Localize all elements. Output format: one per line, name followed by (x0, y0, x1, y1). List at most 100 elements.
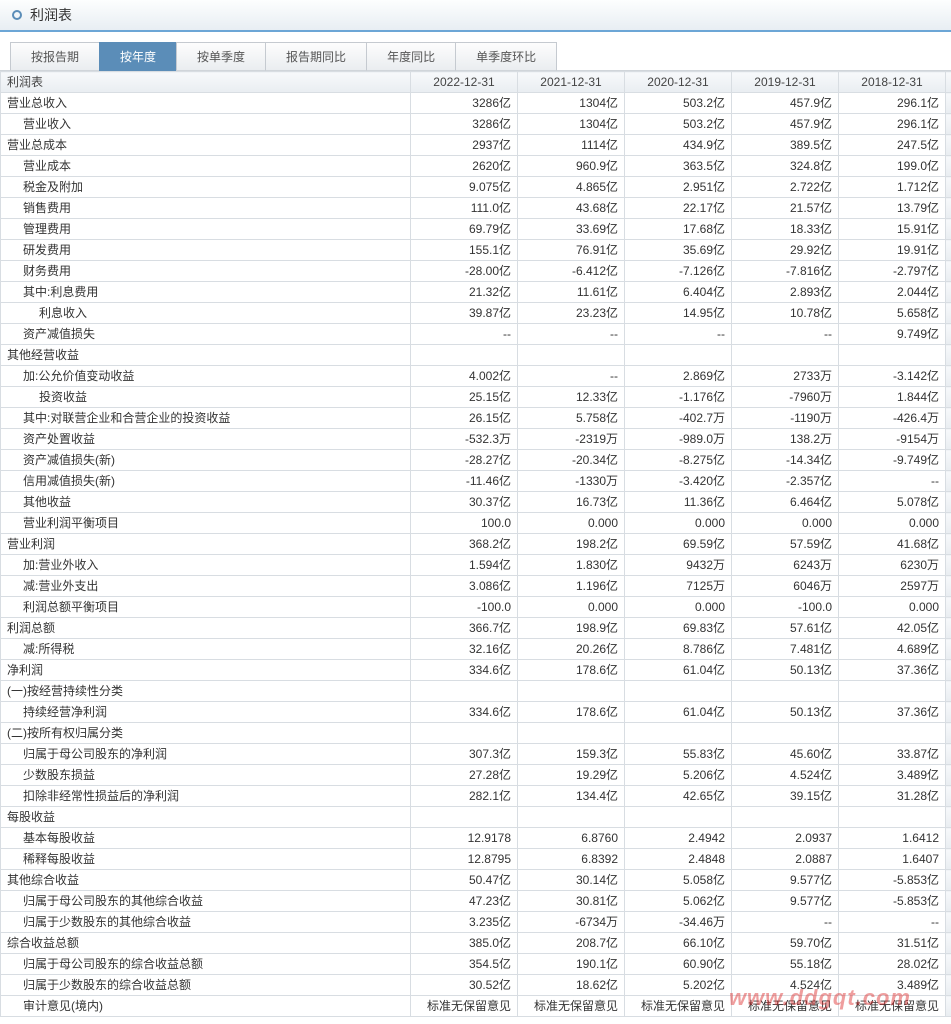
cell: 69.59亿 (625, 534, 732, 555)
cell: 35.69亿 (625, 240, 732, 261)
cell: 30.52亿 (411, 975, 518, 996)
pad-cell (946, 93, 951, 114)
row-label: 综合收益总额 (1, 933, 411, 954)
cell: 6046万 (732, 576, 839, 597)
row-label: 营业收入 (1, 114, 411, 135)
row-label: 加:营业外收入 (1, 555, 411, 576)
date-col: 2022-12-31 (411, 72, 518, 93)
panel-header: 利润表 (0, 0, 951, 32)
cell: 1.6412 (839, 828, 946, 849)
table-row: 归属于母公司股东的净利润307.3亿159.3亿55.83亿45.60亿33.8… (1, 744, 951, 765)
cell: 14.95亿 (625, 303, 732, 324)
cell: 134.4亿 (518, 786, 625, 807)
cell: -2319万 (518, 429, 625, 450)
cell: 13.79亿 (839, 198, 946, 219)
pad-cell (946, 639, 951, 660)
table-row: 资产处置收益-532.3万-2319万-989.0万138.2万-9154万 (1, 429, 951, 450)
tab-2[interactable]: 按单季度 (176, 42, 266, 71)
tab-0[interactable]: 按报告期 (10, 42, 100, 71)
cell: 100.0 (411, 513, 518, 534)
row-header-col: 利润表 (1, 72, 411, 93)
table-row: 归属于母公司股东的其他综合收益47.23亿30.81亿5.062亿9.577亿-… (1, 891, 951, 912)
cell: 6.8760 (518, 828, 625, 849)
pad-cell (946, 492, 951, 513)
scroll-right-icon[interactable]: » (946, 72, 951, 93)
cell: 16.73亿 (518, 492, 625, 513)
cell: 111.0亿 (411, 198, 518, 219)
cell: 21.32亿 (411, 282, 518, 303)
row-label: 稀释每股收益 (1, 849, 411, 870)
cell: 33.69亿 (518, 219, 625, 240)
cell (625, 681, 732, 702)
table-row: 净利润334.6亿178.6亿61.04亿50.13亿37.36亿 (1, 660, 951, 681)
pad-cell (946, 345, 951, 366)
table-row: 扣除非经常性损益后的净利润282.1亿134.4亿42.65亿39.15亿31.… (1, 786, 951, 807)
tab-5[interactable]: 单季度环比 (455, 42, 557, 71)
cell: 11.36亿 (625, 492, 732, 513)
table-row: 减:营业外支出3.086亿1.196亿7125万6046万2597万 (1, 576, 951, 597)
cell: 4.002亿 (411, 366, 518, 387)
table-row: 其他综合收益50.47亿30.14亿5.058亿9.577亿-5.853亿 (1, 870, 951, 891)
tab-3[interactable]: 报告期同比 (265, 42, 367, 71)
table-row: 其他收益30.37亿16.73亿11.36亿6.464亿5.078亿 (1, 492, 951, 513)
pad-cell (946, 408, 951, 429)
cell: 4.524亿 (732, 975, 839, 996)
cell: 2.4942 (625, 828, 732, 849)
pad-cell (946, 744, 951, 765)
table-row: 管理费用69.79亿33.69亿17.68亿18.33亿15.91亿 (1, 219, 951, 240)
cell: 1.594亿 (411, 555, 518, 576)
cell: 5.758亿 (518, 408, 625, 429)
pad-cell (946, 870, 951, 891)
cell: 5.206亿 (625, 765, 732, 786)
row-label: 基本每股收益 (1, 828, 411, 849)
cell: 1.196亿 (518, 576, 625, 597)
row-label: 税金及附加 (1, 177, 411, 198)
row-label: 审计意见(境内) (1, 996, 411, 1017)
row-label: 归属于母公司股东的综合收益总额 (1, 954, 411, 975)
cell: 55.83亿 (625, 744, 732, 765)
pad-cell (946, 471, 951, 492)
table-row: 研发费用155.1亿76.91亿35.69亿29.92亿19.91亿 (1, 240, 951, 261)
row-label: 扣除非经常性损益后的净利润 (1, 786, 411, 807)
cell: 389.5亿 (732, 135, 839, 156)
tab-4[interactable]: 年度同比 (366, 42, 456, 71)
cell: 6243万 (732, 555, 839, 576)
cell: 20.26亿 (518, 639, 625, 660)
cell: 28.02亿 (839, 954, 946, 975)
cell: 960.9亿 (518, 156, 625, 177)
cell: 282.1亿 (411, 786, 518, 807)
pad-cell (946, 534, 951, 555)
cell: 354.5亿 (411, 954, 518, 975)
pad-cell (946, 975, 951, 996)
pad-cell (946, 177, 951, 198)
cell: 503.2亿 (625, 114, 732, 135)
cell: -3.420亿 (625, 471, 732, 492)
cell (411, 681, 518, 702)
pad-cell (946, 723, 951, 744)
cell: 7125万 (625, 576, 732, 597)
cell: 57.61亿 (732, 618, 839, 639)
row-label: 营业利润 (1, 534, 411, 555)
cell: 0.000 (625, 513, 732, 534)
cell: 307.3亿 (411, 744, 518, 765)
row-label: 少数股东损益 (1, 765, 411, 786)
pad-cell (946, 114, 951, 135)
cell: -- (839, 912, 946, 933)
cell: 503.2亿 (625, 93, 732, 114)
cell: 198.9亿 (518, 618, 625, 639)
cell: 61.04亿 (625, 660, 732, 681)
table-row: 营业利润平衡项目100.00.0000.0000.0000.000 (1, 513, 951, 534)
table-row: 营业总成本2937亿1114亿434.9亿389.5亿247.5亿 (1, 135, 951, 156)
tab-bar: 按报告期按年度按单季度报告期同比年度同比单季度环比 (0, 32, 951, 71)
cell: -7960万 (732, 387, 839, 408)
cell: 8.786亿 (625, 639, 732, 660)
cell: 59.70亿 (732, 933, 839, 954)
cell: 0.000 (732, 513, 839, 534)
cell: 50.47亿 (411, 870, 518, 891)
cell: 199.0亿 (839, 156, 946, 177)
tab-1[interactable]: 按年度 (99, 42, 177, 71)
pad-cell (946, 303, 951, 324)
pad-cell (946, 450, 951, 471)
cell: 434.9亿 (625, 135, 732, 156)
pad-cell (946, 912, 951, 933)
